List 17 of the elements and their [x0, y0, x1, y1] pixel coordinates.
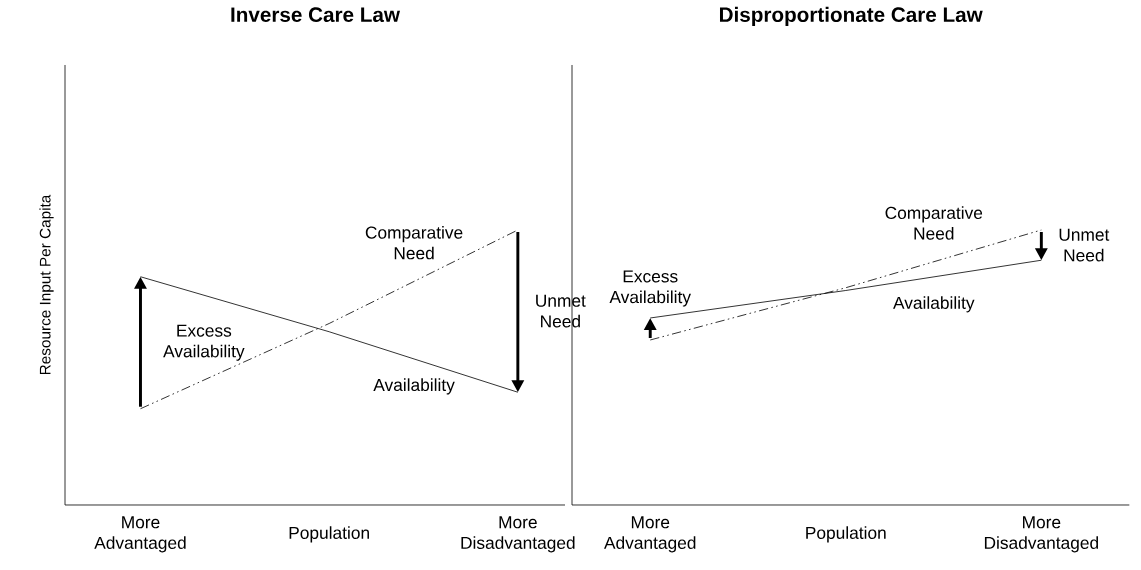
x-tick-label: More Disadvantaged	[984, 516, 1099, 553]
annotation: Unmet Need	[536, 294, 586, 328]
x-tick-label: Population	[289, 526, 369, 543]
x-tick-label: Population	[806, 526, 886, 543]
annotation: Excess Availability	[163, 324, 245, 361]
x-tick-label: More Advantaged	[604, 516, 696, 553]
chart-title: Inverse Care Law	[231, 7, 401, 22]
annotation: Excess Availability	[609, 270, 691, 307]
series-label: Comparative Need	[885, 206, 983, 240]
y-axis-title: Resource Input Per Capita	[39, 194, 54, 375]
chart-title: Disproportionate Care Law	[720, 6, 983, 27]
x-tick-label: More Disadvantaged	[461, 516, 575, 553]
series-label: Availability	[893, 296, 975, 313]
x-tick-label: More Advantaged	[94, 516, 186, 553]
series-label: Comparative Need	[365, 225, 463, 260]
series-label: Availability	[373, 378, 455, 395]
annotation: Unmet Need	[1059, 228, 1110, 262]
